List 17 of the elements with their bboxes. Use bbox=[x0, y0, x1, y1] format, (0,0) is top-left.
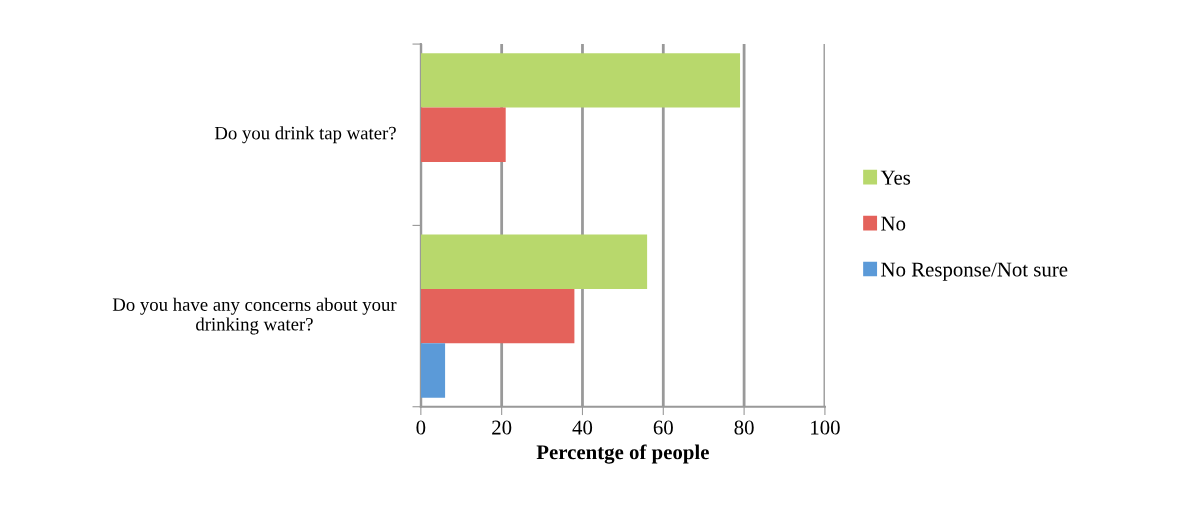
y-tick-label: Do you drink tap water? bbox=[214, 126, 396, 144]
x-tick-label: 40 bbox=[572, 420, 593, 435]
bar bbox=[420, 343, 446, 398]
bar bbox=[420, 53, 741, 108]
x-tick-label: 60 bbox=[653, 420, 673, 435]
x-tick-label: 0 bbox=[416, 420, 426, 435]
bar bbox=[420, 288, 575, 344]
y-tick-label: Do you have any concerns about your drinking water? bbox=[112, 297, 397, 335]
legend-label: Yes bbox=[880, 170, 911, 185]
legend-label: No bbox=[881, 216, 906, 231]
x-tick-label: 100 bbox=[811, 420, 840, 435]
x-tick-label: 20 bbox=[492, 420, 512, 435]
x-axis-title: Percentge of people bbox=[536, 444, 709, 464]
bar bbox=[420, 234, 648, 289]
bar bbox=[420, 107, 506, 162]
x-tick-label: 80 bbox=[734, 420, 754, 435]
legend-label: No Response/Not sure bbox=[881, 262, 1068, 281]
